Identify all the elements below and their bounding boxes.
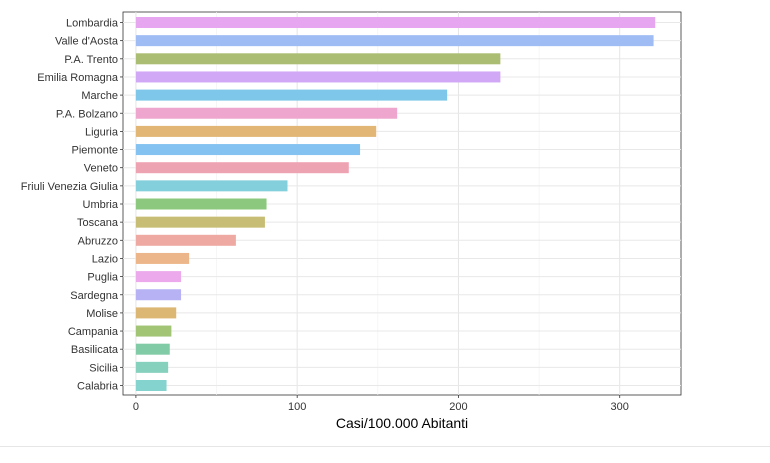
bar [135, 307, 177, 319]
bar [135, 180, 288, 192]
y-tick-label: Piemonte [72, 145, 118, 157]
bar [135, 144, 361, 156]
bar [135, 107, 398, 119]
y-tick-label: Sardegna [70, 290, 119, 302]
y-tick-label: Toscana [77, 217, 119, 229]
bar [135, 71, 501, 83]
y-tick-label: Valle d'Aosta [55, 36, 119, 48]
y-tick-label: Emilia Romagna [37, 72, 119, 84]
bar [135, 343, 170, 355]
y-tick-label: Umbria [83, 199, 119, 211]
bar [135, 271, 182, 283]
y-tick-label: P.A. Bolzano [56, 108, 118, 120]
x-axis: 0 100 200 300 [133, 395, 629, 413]
bar [135, 53, 501, 65]
y-tick-label: Sicilia [89, 362, 119, 374]
bar [135, 35, 654, 47]
bar [135, 216, 265, 228]
bar [135, 380, 167, 391]
y-tick-label: Puglia [87, 272, 118, 284]
y-tick-label: Campania [68, 326, 119, 338]
bar [135, 17, 656, 28]
bar [135, 89, 448, 101]
bottom-divider [0, 446, 770, 447]
bar [135, 162, 349, 174]
bars [135, 17, 656, 391]
bar [135, 198, 267, 210]
y-tick-label: Calabria [77, 381, 119, 393]
bar [135, 252, 190, 264]
x-tick-label: 300 [611, 401, 629, 413]
bar [135, 361, 169, 373]
y-tick-label: P.A. Trento [64, 54, 118, 66]
y-tick-label: Lombardia [66, 18, 119, 30]
y-tick-label: Friuli Venezia Giulia [21, 181, 119, 193]
bar [135, 325, 172, 337]
bar [135, 125, 377, 137]
y-axis-labels: Lombardia Valle d'Aosta P.A. Trento Emilia … [21, 18, 123, 393]
y-tick-label: Veneto [84, 163, 118, 175]
x-tick-label: 100 [288, 401, 306, 413]
x-tick-label: 200 [449, 401, 467, 413]
bar [135, 289, 182, 301]
bar [135, 234, 236, 246]
y-tick-label: Lazio [92, 253, 118, 265]
y-tick-label: Basilicata [71, 344, 119, 356]
x-tick-label: 0 [133, 401, 139, 413]
y-tick-label: Liguria [85, 126, 119, 138]
y-tick-label: Marche [81, 90, 118, 102]
y-tick-label: Abruzzo [78, 235, 118, 247]
y-tick-label: Molise [86, 308, 118, 320]
x-axis-title: Casi/100.000 Abitanti [336, 415, 468, 431]
